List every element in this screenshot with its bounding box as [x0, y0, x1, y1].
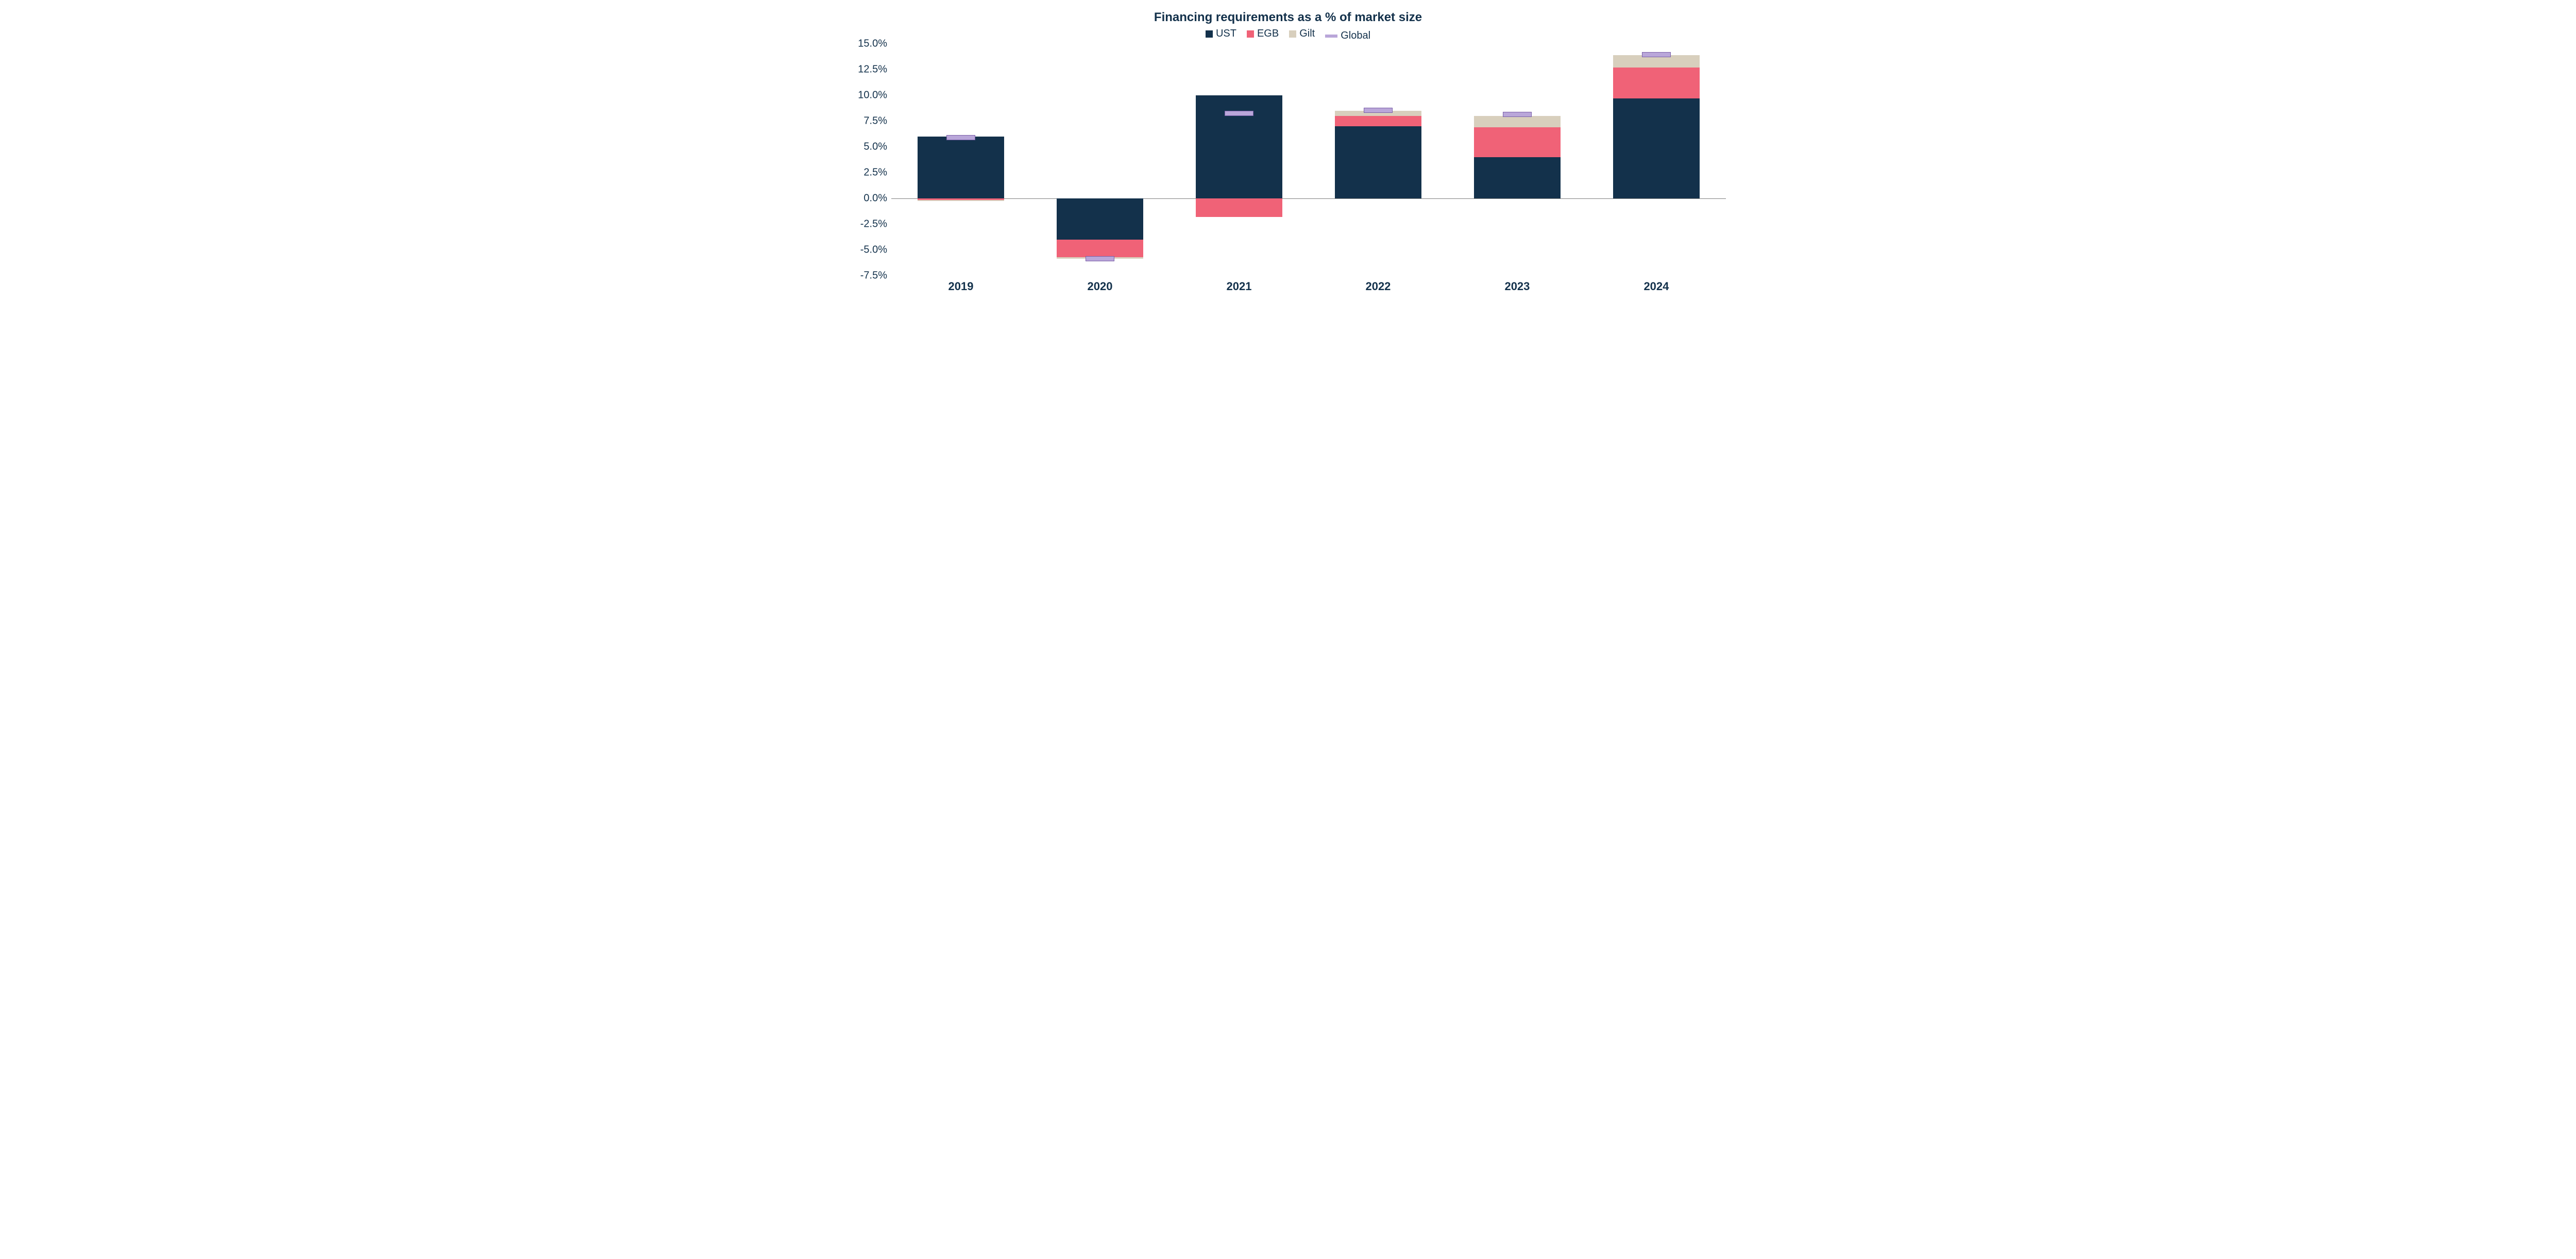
- chart-legend: UST EGB Gilt Global: [850, 28, 1726, 42]
- legend-item-ust-swatch: [1206, 30, 1213, 38]
- y-tick-label: 7.5%: [863, 115, 887, 127]
- legend-item-gilt: Gilt: [1289, 28, 1315, 40]
- bar-group: [1057, 44, 1143, 276]
- x-tick-label: 2021: [1170, 280, 1309, 293]
- global-marker-rect: [1225, 111, 1253, 116]
- legend-item-global-swatch: [1325, 35, 1337, 38]
- bars-layer: [891, 44, 1726, 276]
- bar-segment-gilt: [918, 200, 1004, 201]
- legend-item-ust: UST: [1206, 28, 1236, 40]
- y-tick-label: 15.0%: [858, 38, 887, 50]
- x-tick-label: 2020: [1030, 280, 1170, 293]
- bar-segment-egb: [1335, 116, 1421, 126]
- global-marker-rect: [1503, 112, 1532, 117]
- x-tick-label: 2019: [891, 280, 1030, 293]
- legend-item-ust-label: UST: [1216, 28, 1236, 40]
- bar-group: [1196, 44, 1282, 276]
- y-tick-label: -2.5%: [860, 219, 887, 230]
- x-tick-label: 2023: [1448, 280, 1587, 293]
- y-tick-label: -7.5%: [860, 270, 887, 282]
- bar-segment-gilt: [1474, 116, 1560, 127]
- y-axis: -7.5%-5.0%-2.5%0.0%2.5%5.0%7.5%10.0%12.5…: [850, 44, 891, 276]
- bar-segment-ust: [1613, 98, 1699, 198]
- bar-group: [1613, 44, 1699, 276]
- legend-item-gilt-swatch: [1289, 30, 1296, 38]
- legend-item-global: Global: [1325, 30, 1370, 42]
- x-tick-label: 2024: [1587, 280, 1726, 293]
- global-marker-rect: [1642, 52, 1671, 57]
- bar-group: [918, 44, 1004, 276]
- legend-item-egb: EGB: [1247, 28, 1279, 40]
- bar-segment-ust: [1335, 126, 1421, 198]
- chart-container: Financing requirements as a % of market …: [850, 10, 1726, 293]
- y-tick-label: 10.0%: [858, 90, 887, 102]
- bar-segment-ust: [1057, 198, 1143, 240]
- plot-area: [891, 44, 1726, 276]
- x-axis: 201920202021202220232024: [891, 280, 1726, 293]
- plot-container: -7.5%-5.0%-2.5%0.0%2.5%5.0%7.5%10.0%12.5…: [850, 44, 1726, 276]
- global-marker-rect: [946, 135, 975, 140]
- y-tick-label: 2.5%: [863, 167, 887, 179]
- legend-item-gilt-label: Gilt: [1299, 28, 1315, 40]
- legend-item-global-label: Global: [1341, 30, 1370, 42]
- global-marker-rect: [1364, 108, 1393, 113]
- legend-item-egb-label: EGB: [1257, 28, 1279, 40]
- x-tick-label: 2022: [1309, 280, 1448, 293]
- y-tick-label: 5.0%: [863, 141, 887, 153]
- legend-item-egb-swatch: [1247, 30, 1254, 38]
- global-marker-rect: [1086, 256, 1114, 261]
- y-tick-label: 0.0%: [863, 193, 887, 205]
- bar-segment-egb: [1057, 240, 1143, 257]
- bar-group: [1335, 44, 1421, 276]
- y-tick-label: -5.0%: [860, 244, 887, 256]
- chart-title: Financing requirements as a % of market …: [850, 10, 1726, 25]
- bar-segment-egb: [1474, 127, 1560, 157]
- bar-segment-ust: [918, 137, 1004, 198]
- bar-segment-ust: [1474, 157, 1560, 198]
- bar-segment-egb: [1613, 68, 1699, 98]
- bar-group: [1474, 44, 1560, 276]
- bar-segment-egb: [1196, 198, 1282, 217]
- y-tick-label: 12.5%: [858, 64, 887, 76]
